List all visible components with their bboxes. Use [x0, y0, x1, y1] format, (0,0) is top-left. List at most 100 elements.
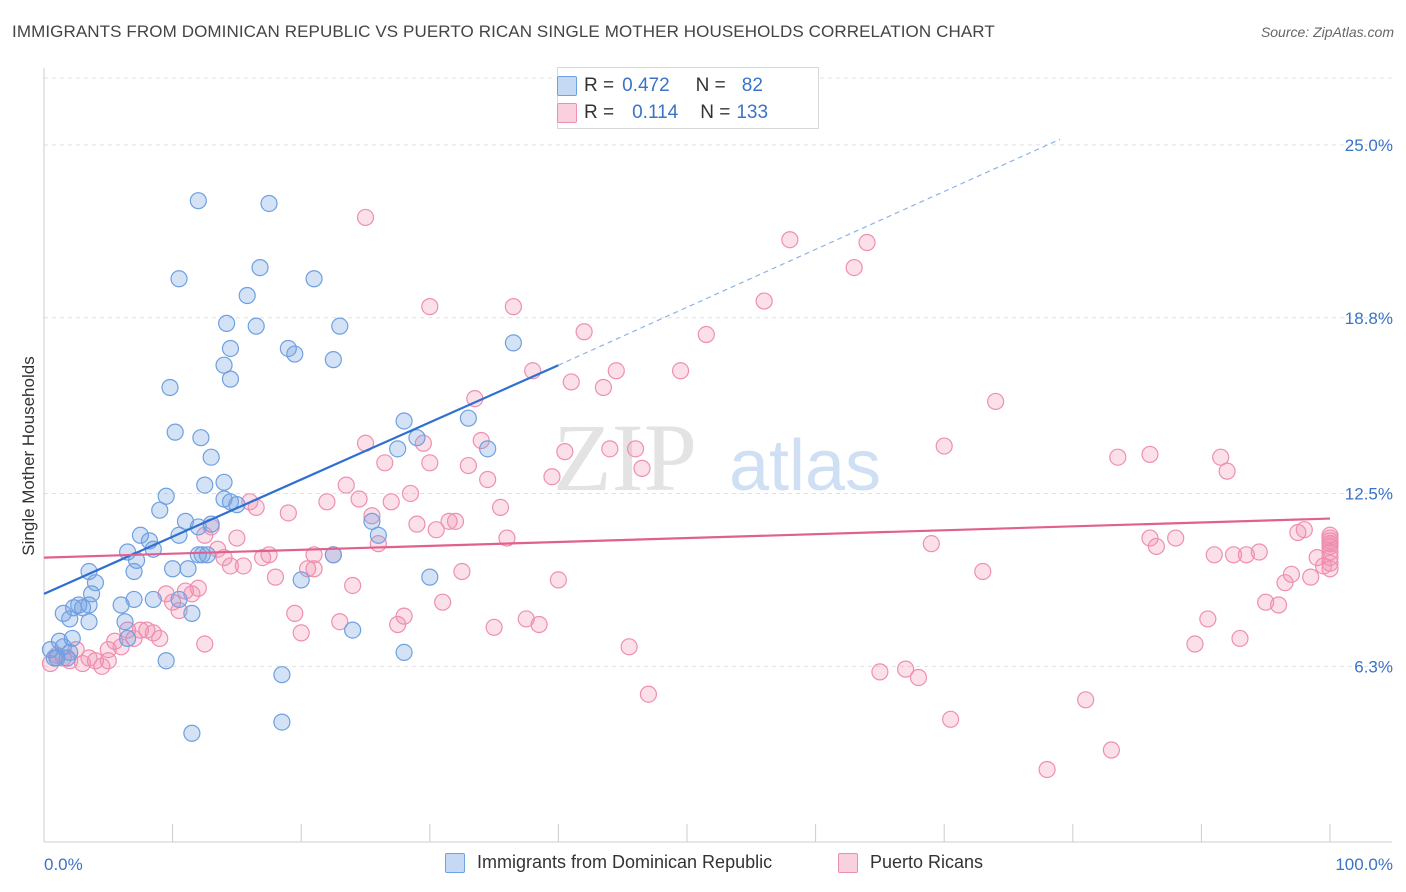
point-puerto-rican[interactable]	[1167, 529, 1185, 547]
point-dominican[interactable]	[161, 378, 179, 397]
point-puerto-rican[interactable]	[286, 604, 304, 622]
point-puerto-rican[interactable]	[1212, 448, 1230, 466]
point-dominican[interactable]	[363, 512, 381, 530]
point-puerto-rican[interactable]	[99, 652, 117, 670]
point-dominican[interactable]	[170, 270, 188, 288]
point-puerto-rican[interactable]	[1141, 445, 1159, 464]
point-puerto-rican[interactable]	[1302, 568, 1320, 586]
point-dominican[interactable]	[189, 546, 207, 564]
point-puerto-rican[interactable]	[401, 484, 420, 503]
point-dominican[interactable]	[80, 596, 98, 614]
point-puerto-rican[interactable]	[575, 323, 593, 341]
point-puerto-rican[interactable]	[909, 668, 928, 687]
point-puerto-rican[interactable]	[459, 456, 477, 475]
point-puerto-rican[interactable]	[1321, 529, 1339, 547]
point-puerto-rican[interactable]	[1321, 554, 1339, 572]
point-puerto-rican[interactable]	[517, 610, 535, 628]
point-dominican[interactable]	[260, 194, 278, 213]
point-dominican[interactable]	[61, 610, 79, 628]
point-dominican[interactable]	[118, 629, 137, 648]
point-puerto-rican[interactable]	[196, 635, 214, 653]
point-dominican[interactable]	[202, 448, 220, 466]
point-puerto-rican[interactable]	[1147, 537, 1165, 556]
point-dominican[interactable]	[183, 724, 201, 742]
point-dominican[interactable]	[112, 596, 130, 614]
point-puerto-rican[interactable]	[356, 208, 375, 227]
point-puerto-rican[interactable]	[266, 568, 285, 586]
point-dominican[interactable]	[369, 526, 387, 544]
point-puerto-rican[interactable]	[1224, 546, 1243, 564]
point-dominican[interactable]	[144, 590, 162, 609]
point-dominican[interactable]	[116, 613, 134, 631]
point-puerto-rican[interactable]	[1038, 760, 1056, 779]
point-puerto-rican[interactable]	[504, 298, 522, 316]
point-dominican[interactable]	[286, 345, 304, 363]
point-dominican[interactable]	[198, 546, 216, 564]
point-puerto-rican[interactable]	[1282, 565, 1301, 583]
point-puerto-rican[interactable]	[279, 504, 297, 522]
point-dominican[interactable]	[157, 652, 175, 670]
point-dominican[interactable]	[192, 429, 210, 447]
point-puerto-rican[interactable]	[594, 378, 613, 397]
point-puerto-rican[interactable]	[337, 476, 355, 494]
point-puerto-rican[interactable]	[440, 512, 458, 530]
point-puerto-rican[interactable]	[530, 615, 548, 634]
point-puerto-rican[interactable]	[254, 548, 272, 567]
point-puerto-rican[interactable]	[549, 571, 568, 589]
point-puerto-rican[interactable]	[376, 454, 394, 472]
point-puerto-rican[interactable]	[858, 233, 876, 252]
point-puerto-rican[interactable]	[1321, 548, 1339, 567]
point-dominican[interactable]	[61, 643, 79, 661]
point-dominican[interactable]	[189, 192, 207, 210]
point-puerto-rican[interactable]	[1077, 691, 1095, 709]
point-puerto-rican[interactable]	[446, 512, 465, 530]
point-puerto-rican[interactable]	[498, 529, 516, 547]
point-puerto-rican[interactable]	[1295, 521, 1313, 539]
point-puerto-rican[interactable]	[897, 660, 915, 678]
point-puerto-rican[interactable]	[1321, 535, 1339, 553]
point-dominican[interactable]	[324, 546, 342, 564]
point-dominican[interactable]	[218, 314, 236, 332]
point-puerto-rican[interactable]	[671, 362, 690, 380]
point-puerto-rican[interactable]	[1205, 546, 1223, 564]
point-dominican[interactable]	[273, 713, 291, 731]
point-puerto-rican[interactable]	[1237, 546, 1256, 564]
point-puerto-rican[interactable]	[491, 498, 510, 517]
point-puerto-rican[interactable]	[1231, 629, 1249, 648]
point-puerto-rican[interactable]	[221, 557, 240, 575]
point-puerto-rican[interactable]	[151, 629, 169, 648]
point-puerto-rican[interactable]	[479, 470, 497, 489]
point-puerto-rican[interactable]	[639, 685, 658, 703]
point-puerto-rican[interactable]	[697, 325, 715, 344]
point-puerto-rican[interactable]	[350, 490, 368, 508]
point-dominican[interactable]	[125, 562, 143, 581]
point-dominican[interactable]	[176, 512, 195, 530]
point-puerto-rican[interactable]	[781, 231, 799, 249]
point-puerto-rican[interactable]	[1186, 635, 1204, 653]
point-puerto-rican[interactable]	[562, 373, 580, 391]
point-puerto-rican[interactable]	[305, 560, 323, 578]
legend-item-puerto-rican[interactable]: Puerto Ricans	[838, 852, 983, 873]
point-dominican[interactable]	[504, 334, 522, 352]
point-puerto-rican[interactable]	[1199, 610, 1217, 628]
point-dominican[interactable]	[125, 590, 143, 609]
point-puerto-rican[interactable]	[922, 535, 940, 553]
point-dominican[interactable]	[331, 317, 349, 335]
point-puerto-rican[interactable]	[935, 437, 953, 455]
point-puerto-rican[interactable]	[344, 576, 362, 595]
point-puerto-rican[interactable]	[607, 362, 625, 380]
point-dominican[interactable]	[238, 286, 256, 305]
point-dominican[interactable]	[179, 560, 197, 578]
point-puerto-rican[interactable]	[1109, 448, 1127, 466]
point-puerto-rican[interactable]	[318, 493, 336, 511]
point-dominican[interactable]	[166, 423, 184, 441]
point-puerto-rican[interactable]	[421, 298, 439, 316]
point-puerto-rican[interactable]	[305, 546, 323, 564]
point-puerto-rican[interactable]	[871, 663, 889, 681]
point-dominican[interactable]	[193, 546, 211, 564]
point-dominican[interactable]	[247, 317, 265, 335]
point-puerto-rican[interactable]	[845, 259, 863, 277]
point-puerto-rican[interactable]	[1269, 596, 1288, 614]
point-puerto-rican[interactable]	[292, 624, 310, 642]
point-puerto-rican[interactable]	[395, 607, 413, 625]
